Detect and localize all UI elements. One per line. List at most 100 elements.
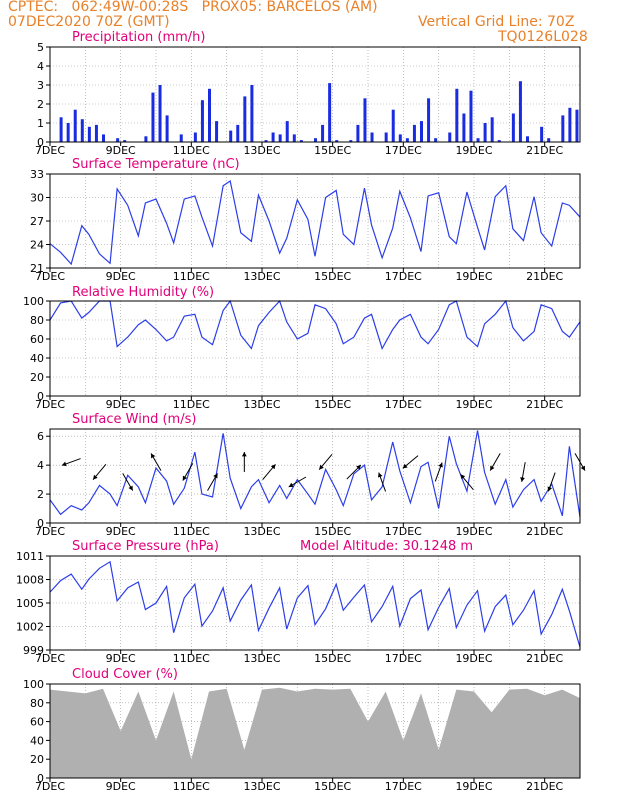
y-tick-label: 100 (23, 678, 44, 691)
y-tick-label: 0 (37, 772, 44, 785)
precip-bar (370, 132, 374, 142)
y-tick-label: 30 (30, 192, 44, 205)
precip-bar (208, 88, 211, 142)
x-tick-label: 9DEC (106, 652, 136, 665)
y-tick-label: 60 (30, 333, 44, 346)
precip-bar (66, 123, 70, 142)
precip-bar (497, 140, 501, 142)
y-tick-label: 60 (30, 716, 44, 729)
y-tick-label: 5 (37, 41, 44, 54)
precip-bar (314, 138, 317, 142)
x-tick-label: 21DEC (526, 780, 563, 793)
panel-2: 21 24 27 30 33 7DEC 9DEC 11DEC 13DEC 15DEC 17DEC 19… (30, 157, 581, 283)
precip-bar (243, 96, 247, 142)
x-tick-label: 13DEC (243, 780, 280, 793)
precip-bar (384, 132, 388, 142)
x-tick-label: 15DEC (314, 270, 351, 283)
y-tick-label: 1 (37, 117, 44, 130)
y-tick-label: 999 (23, 644, 44, 657)
precip-bar (165, 115, 169, 142)
y-tick-label: 3 (37, 79, 44, 92)
precip-bar (144, 136, 148, 142)
precip-bar (151, 92, 155, 142)
wind-arrow-head (288, 482, 294, 487)
precip-bar (398, 134, 402, 142)
precip-bar (73, 109, 77, 142)
x-tick-label: 15DEC (314, 144, 351, 157)
precip-bar (434, 138, 438, 142)
y-tick-label: 2 (37, 98, 44, 111)
panel-title: Cloud Cover (%) (72, 667, 178, 682)
wind-arrow-head (460, 474, 466, 480)
precip-bar (299, 140, 303, 142)
wind-arrow-head (213, 473, 218, 479)
wind-arrow-head (93, 474, 98, 480)
x-tick-label: 19DEC (455, 780, 492, 793)
precip-bar (123, 140, 127, 142)
wind-arrow-head (128, 485, 133, 491)
wind-arrow-head (241, 452, 247, 457)
precip-bar (363, 98, 367, 142)
y-tick-label: 40 (30, 352, 44, 365)
x-tick-label: 13DEC (243, 525, 280, 538)
plot-frame (49, 683, 581, 779)
x-tick-label: 19DEC (455, 398, 492, 411)
wind-arrow-head (490, 465, 495, 471)
x-tick-label: 7DEC (35, 652, 65, 665)
y-tick-label: 80 (30, 697, 44, 710)
series-line (49, 299, 581, 351)
precip-bar (490, 117, 494, 142)
cloud-cover-area (50, 687, 580, 778)
precip-bar (94, 124, 98, 142)
x-tick-label: 15DEC (314, 780, 351, 793)
precip-bar (321, 124, 325, 142)
precip-bar (264, 140, 268, 142)
precip-bar (547, 138, 551, 142)
x-tick-label: 21DEC (526, 144, 563, 157)
x-tick-label: 7DEC (35, 144, 65, 157)
model-code: TQ0126L028 (498, 29, 588, 45)
y-tick-label: 4 (37, 60, 44, 73)
wind-arrow-head (270, 464, 276, 470)
x-tick-label: 19DEC (455, 270, 492, 283)
x-tick-label: 17DEC (385, 525, 422, 538)
x-tick-label: 19DEC (455, 144, 492, 157)
precip-bar (455, 88, 459, 142)
model-altitude: Model Altitude: 30.1248 m (300, 539, 473, 554)
precip-bar (405, 138, 409, 142)
precip-bar (215, 121, 219, 142)
wind-arrow-head (377, 472, 383, 478)
x-tick-label: 17DEC (385, 270, 422, 283)
y-tick-label: 20 (30, 371, 44, 384)
x-tick-label: 15DEC (314, 525, 351, 538)
precip-bar (179, 134, 183, 142)
x-tick-label: 11DEC (173, 398, 210, 411)
run-date: 07DEC2020 70Z (GMT) (8, 14, 170, 30)
x-tick-label: 21DEC (526, 398, 563, 411)
x-tick-label: 9DEC (106, 270, 136, 283)
x-tick-label: 11DEC (173, 525, 210, 538)
x-tick-label: 9DEC (106, 398, 136, 411)
precip-bar (158, 85, 162, 142)
x-tick-label: 15DEC (314, 398, 351, 411)
series-line (49, 180, 581, 266)
y-tick-label: 100 (23, 295, 44, 308)
precip-bar (335, 140, 339, 142)
precip-bar (448, 132, 452, 142)
precip-bar (80, 119, 84, 142)
x-tick-label: 13DEC (243, 652, 280, 665)
precip-bar (568, 107, 572, 142)
precip-bar (250, 85, 254, 142)
y-tick-label: 0 (37, 390, 44, 403)
precip-bar (193, 132, 197, 142)
precip-bar (102, 134, 105, 142)
panel-title: Relative Humidity (%) (72, 285, 214, 300)
station-header: CPTEC: 062:49W-00:28S PROX05: BARCELOS (… (8, 0, 378, 15)
precip-bar (575, 109, 579, 142)
wind-arrow-head (402, 463, 408, 469)
panel-title: Precipitation (mm/h) (72, 30, 205, 45)
precip-bar (292, 134, 296, 142)
precip-bar (200, 100, 204, 142)
x-tick-label: 21DEC (526, 525, 563, 538)
